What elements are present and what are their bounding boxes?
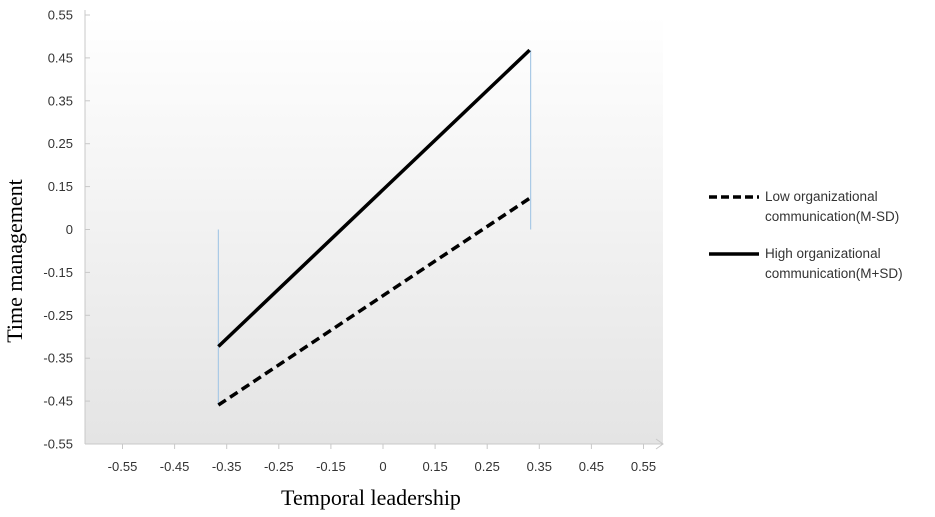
y-tick-label: -0.55 [43,437,73,452]
x-tick-label: -0.55 [108,459,138,474]
x-tick-label: 0.45 [579,459,604,474]
x-tick-label: -0.35 [212,459,242,474]
x-tick-label: -0.45 [160,459,190,474]
x-tick-labels: -0.55 -0.45 -0.35 -0.25 -0.15 0 0.15 0.25 0.35 0.… [108,459,656,474]
x-tick-label: 0.35 [527,459,552,474]
legend-label-low-communication: communication(M-SD) [765,209,899,224]
x-tick-label: -0.25 [264,459,294,474]
x-axis-arrow [655,438,664,450]
y-tick-label: 0.25 [48,136,73,151]
y-tick-label: 0.15 [48,179,73,194]
y-tick-label: -0.35 [43,351,73,366]
legend: Low organizational communication(M-SD) Hig… [709,189,903,281]
x-axis-title: Temporal leadership [281,485,461,510]
y-axis-title: Time management [2,179,27,343]
series-group [217,48,532,407]
series-line-high-communication [217,48,531,348]
legend-label-high-communication: High organizational [765,246,881,261]
y-tick-label: 0.45 [48,50,73,65]
x-tick-label: -0.15 [316,459,346,474]
x-tick-label: 0.15 [422,459,447,474]
y-tick-labels: 0.55 0.45 0.35 0.25 0.15 0 -0.15 -0.25 -0.35 -0.4… [43,8,73,452]
y-tick-label: -0.25 [43,308,73,323]
legend-label-low-communication: Low organizational [765,189,878,204]
x-tick-label: 0 [379,459,386,474]
y-tick-label: -0.45 [43,394,73,409]
plot-background [85,15,663,444]
series-line-low-communication [217,196,531,407]
axes [84,10,664,450]
x-tick-label: 0.25 [475,459,500,474]
y-tick-label: -0.15 [43,265,73,280]
x-tick-label: 0.55 [631,459,656,474]
legend-label-high-communication: communication(M+SD) [765,266,903,281]
y-tick-label: 0.55 [48,8,73,23]
y-tick-label: 0.35 [48,93,73,108]
y-tick-label: 0 [66,222,73,237]
